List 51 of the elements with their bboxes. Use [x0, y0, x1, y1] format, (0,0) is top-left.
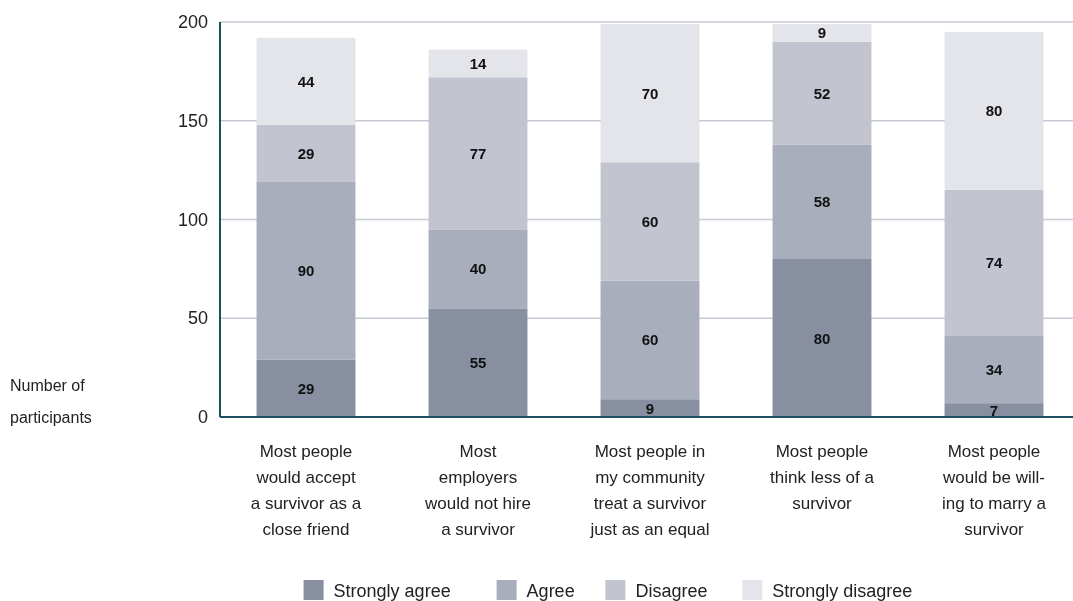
bar: [428, 229, 528, 309]
bar: [256, 124, 356, 182]
bar: [256, 359, 356, 417]
bar: [772, 259, 872, 417]
text: Number of participants: [10, 377, 92, 426]
legend-label: Strongly agree: [333, 581, 451, 601]
bar: [944, 336, 1044, 404]
data-label: 58: [813, 193, 831, 211]
data-label: 77: [469, 144, 487, 162]
bar: [772, 144, 872, 259]
x-tick-label: Most people in my community treat a survivor just as an equal: [589, 442, 710, 539]
data-label: 74: [985, 254, 1003, 272]
y-tick-label: 150: [177, 110, 208, 131]
bar: [944, 403, 1044, 417]
x-tick-label: Most people would be will- ing to marry a survivor: [941, 442, 1047, 539]
data-label: 7: [989, 401, 999, 419]
bar: [256, 37, 356, 125]
data-label: 55: [469, 354, 487, 372]
y-tick-label: 100: [177, 209, 208, 230]
bar: [600, 399, 700, 417]
legend-label: Strongly disagree: [772, 581, 913, 601]
bar: [944, 31, 1044, 190]
bar: [772, 23, 872, 42]
data-label: 60: [641, 331, 659, 349]
data-label: 9: [645, 399, 655, 417]
data-label: 40: [469, 260, 487, 278]
y-tick-label: 0: [197, 407, 208, 427]
x-tick-label: Most people think less of a survivor: [770, 442, 875, 513]
legend-label: Agree: [526, 581, 575, 601]
data-label: 80: [985, 102, 1003, 120]
data-label: 90: [297, 262, 315, 280]
data-label: 80: [813, 329, 831, 347]
data-label: 52: [813, 84, 831, 102]
bar: [428, 49, 528, 78]
y-tick-label: 50: [187, 308, 208, 329]
data-label: 70: [641, 84, 659, 102]
data-label: 29: [297, 379, 315, 397]
data-label: 29: [297, 144, 315, 162]
bar: [600, 23, 700, 163]
data-label: 60: [641, 212, 659, 230]
x-tick-label: Most employers would not hire a survivor: [424, 442, 531, 539]
x-tick-label: Most people would accept a survivor as a close friend: [250, 442, 362, 539]
bar: [428, 308, 528, 417]
legend-label: Disagree: [635, 581, 708, 601]
data-label: 44: [297, 72, 315, 90]
y-tick-label: 200: [177, 12, 208, 32]
data-label: 34: [985, 361, 1003, 379]
data-label: 14: [469, 54, 487, 72]
data-label: 9: [817, 24, 827, 42]
bar: [600, 280, 700, 400]
bar: [256, 181, 356, 360]
